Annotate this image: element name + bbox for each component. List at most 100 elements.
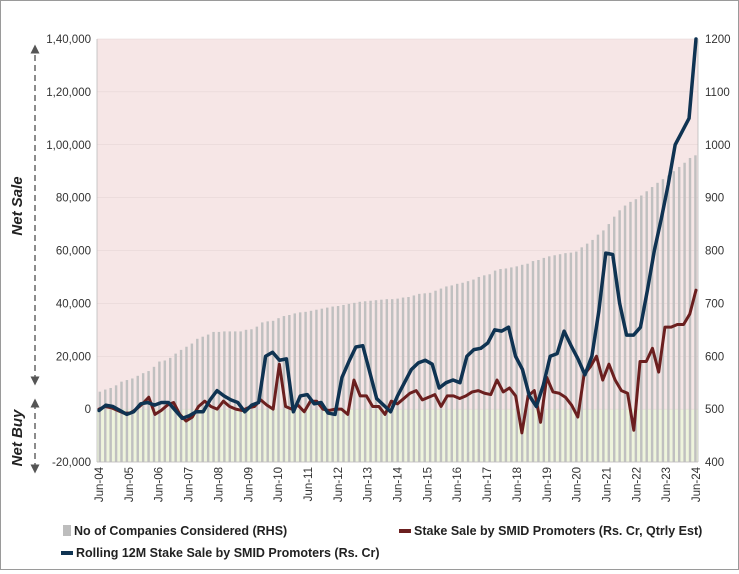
y-left-tick-label: 1,20,000 <box>46 87 91 99</box>
bar-companies <box>412 295 416 462</box>
bar-companies <box>542 257 546 462</box>
bar-companies <box>309 310 313 462</box>
x-tick-label: Jun-12 <box>333 467 345 502</box>
bar-companies <box>667 175 670 463</box>
bar-companies <box>320 308 324 462</box>
side-labels: Net Sale Net Buy <box>9 44 40 474</box>
bar-companies <box>277 318 280 462</box>
y-left-tick-label: -20,000 <box>52 457 91 469</box>
bar-companies <box>418 293 421 462</box>
bar-companies <box>580 247 583 462</box>
legend-swatch-bars <box>63 525 71 536</box>
bar-companies <box>423 293 426 462</box>
bar-companies <box>250 329 253 462</box>
bar-companies <box>504 268 508 462</box>
y-right-tick-label: 400 <box>705 457 724 469</box>
bar-companies <box>298 312 302 462</box>
bar-companies <box>618 210 621 462</box>
x-tick-label: Jun-24 <box>691 466 703 502</box>
bar-companies <box>483 275 486 462</box>
bar-companies <box>358 301 361 462</box>
bar-companies <box>526 263 529 462</box>
bar-companies <box>391 299 394 462</box>
bar-companies <box>477 276 481 462</box>
x-tick-label: Jun-15 <box>422 467 434 502</box>
y-left-tick-label: 80,000 <box>56 193 91 205</box>
bar-companies <box>407 297 410 462</box>
bar-companies <box>304 311 307 462</box>
bar-companies <box>141 373 145 462</box>
bar-companies <box>315 309 318 462</box>
bar-companies <box>374 300 378 462</box>
bar-companies <box>672 171 675 462</box>
bar-companies <box>266 321 269 462</box>
bar-companies <box>661 179 665 462</box>
y-left-tick-label: 1,40,000 <box>46 34 91 46</box>
bar-companies <box>331 306 334 462</box>
y-right-tick-label: 900 <box>705 193 724 205</box>
y-right-tick-label: 1200 <box>705 34 731 46</box>
y-left-tick-label: 60,000 <box>56 246 91 258</box>
bar-companies <box>169 357 172 462</box>
bar-companies <box>385 299 389 462</box>
bar-companies <box>326 307 329 462</box>
x-tick-label: Jun-20 <box>572 467 584 502</box>
bar-companies <box>233 331 237 462</box>
x-tick-label: Jun-19 <box>542 467 554 502</box>
bar-companies <box>439 288 443 462</box>
bar-companies <box>537 260 540 462</box>
x-tick-label: Jun-17 <box>482 467 494 502</box>
bar-companies <box>185 346 188 462</box>
bar-companies <box>396 298 399 462</box>
x-tick-label: Jun-23 <box>661 467 673 502</box>
bar-companies <box>98 391 102 462</box>
y-left-tick-label: 20,000 <box>56 351 91 363</box>
net-buy-label: Net Buy <box>9 409 26 466</box>
bar-companies <box>455 283 459 462</box>
bar-companies <box>629 201 632 462</box>
bar-companies <box>347 303 351 462</box>
bar-companies <box>293 313 296 462</box>
bar-companies <box>520 264 524 462</box>
x-tick-label: Jun-16 <box>452 467 464 502</box>
bar-companies <box>109 387 112 462</box>
x-tick-label: Jun-13 <box>363 467 375 502</box>
bar-companies <box>558 254 562 462</box>
bar-companies <box>125 380 129 462</box>
x-tick-label: Jun-10 <box>273 467 285 502</box>
bar-companies <box>428 292 432 462</box>
bar-companies <box>342 304 345 462</box>
bar-companies <box>163 360 167 462</box>
x-tick-label: Jun-04 <box>94 466 106 502</box>
x-tick-label: Jun-06 <box>154 467 166 502</box>
bar-companies <box>136 375 139 462</box>
bar-companies <box>515 266 518 462</box>
bar-companies <box>244 329 248 462</box>
bar-companies <box>607 224 611 462</box>
bar-companies <box>401 297 405 462</box>
y-right-tick-label: 600 <box>705 351 724 363</box>
stake-sale-line <box>97 288 698 435</box>
bar-companies <box>104 389 107 462</box>
bar-companies <box>466 281 470 462</box>
bar-companies <box>472 279 475 462</box>
bar-companies <box>650 187 654 463</box>
x-tick-label: Jun-18 <box>512 467 524 502</box>
bar-companies <box>694 155 697 462</box>
bar-companies <box>228 331 232 462</box>
bar-companies <box>445 286 448 462</box>
x-tick-label: Jun-07 <box>184 467 196 502</box>
bar-companies <box>531 261 535 462</box>
bar-companies <box>179 349 183 462</box>
bar-companies <box>683 162 686 463</box>
x-tick-label: Jun-08 <box>213 467 225 502</box>
x-tick-label: Jun-05 <box>124 467 136 502</box>
bar-companies <box>450 285 453 462</box>
legend: No of Companies Considered (RHS) Stake S… <box>61 524 702 560</box>
y-right-tick-label: 1000 <box>705 140 731 152</box>
bar-companies <box>380 299 383 462</box>
bar-companies <box>217 331 221 462</box>
bar-companies <box>363 301 367 462</box>
x-tick-label: Jun-21 <box>601 467 613 502</box>
